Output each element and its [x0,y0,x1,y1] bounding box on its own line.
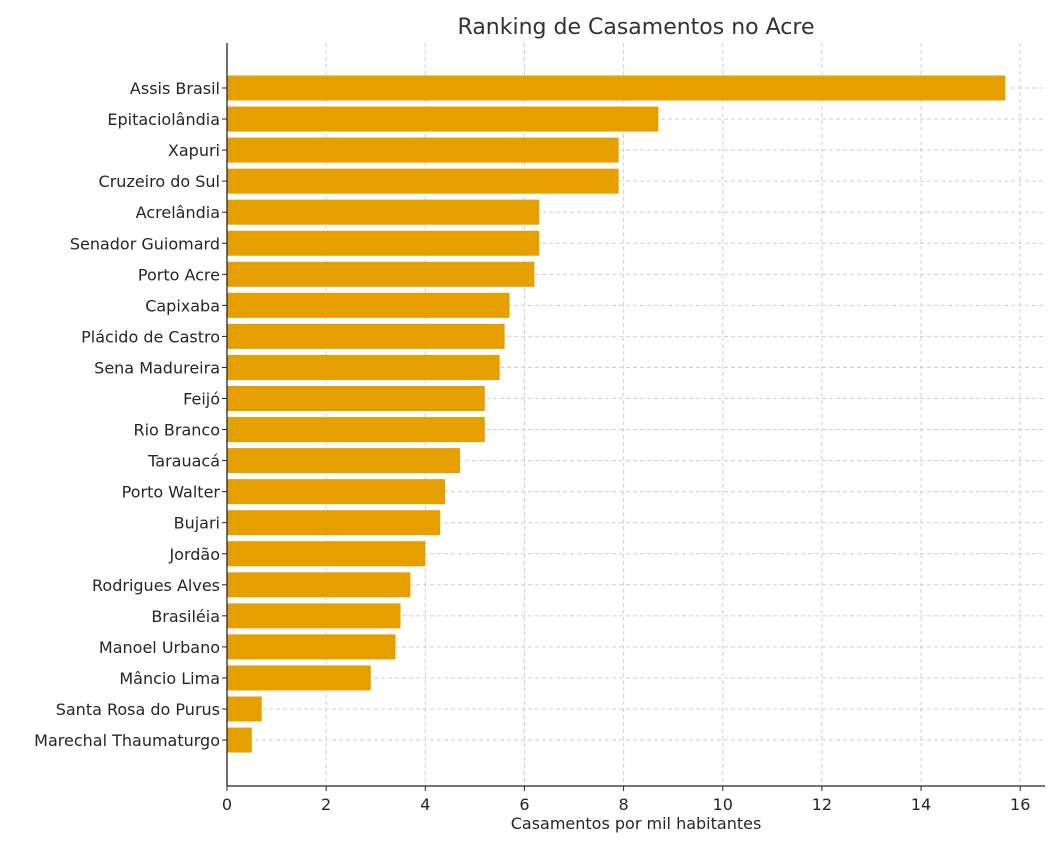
bar [227,479,446,505]
bar [227,168,619,194]
x-tick-labels: 0 2 4 6 8 10 12 14 16 [222,795,1030,814]
y-tick-label: Mâncio Lima [119,669,220,688]
x-tick-label: 4 [420,795,430,814]
x-tick-label: 14 [911,795,931,814]
bar [227,230,540,256]
y-tick-label: Tarauacá [147,452,220,471]
x-tick-label: 12 [812,795,832,814]
bar [227,199,540,225]
bar [227,541,426,567]
y-tick-label: Xapuri [168,141,220,160]
y-tick-label: Feijó [183,390,220,409]
bars [227,75,1006,753]
y-tick-label: Capixaba [145,296,220,315]
bar [227,572,411,598]
x-tick-label: 10 [713,795,733,814]
y-tick-label: Rodrigues Alves [92,576,220,595]
x-axis-label: Casamentos por mil habitantes [511,814,762,833]
y-tick-label: Plácido de Castro [81,327,220,346]
bar [227,727,252,753]
y-tick-label: Bujari [174,514,220,533]
y-tick-label: Jordão [168,545,220,564]
bar [227,448,461,474]
x-tick-label: 8 [619,795,629,814]
y-tick-label: Assis Brasil [130,79,220,98]
x-tick-label: 6 [519,795,529,814]
y-tick-label: Acrelândia [136,203,220,222]
y-tick-label: Manoel Urbano [99,638,220,657]
bar [227,603,401,629]
x-tick-label: 16 [1010,795,1030,814]
bar [227,106,659,132]
bar [227,75,1006,101]
grid [226,43,1045,791]
y-tick-label: Epitaciolândia [107,110,220,129]
bar [227,323,505,349]
y-tick-label: Cruzeiro do Sul [99,172,220,191]
y-tick-label: Marechal Thaumaturgo [34,731,220,750]
bar [227,665,371,691]
y-tick-label: Sena Madureira [94,358,220,377]
x-tick-label: 2 [321,795,331,814]
y-tick-label: Porto Acre [138,265,220,284]
bar [227,510,441,536]
y-tick-labels: Assis Brasil Epitaciolândia Xapuri Cruzeiro… [34,79,227,750]
chart-title: Ranking de Casamentos no Acre [458,15,815,40]
x-tick-label: 0 [222,795,232,814]
y-tick-label: Rio Branco [133,421,220,440]
y-tick-label: Porto Walter [122,483,221,502]
bar [227,634,396,660]
y-tick-label: Brasiléia [151,607,220,626]
y-tick-label: Senador Guiomard [70,234,220,253]
bar [227,417,485,443]
bar [227,386,485,411]
bar [227,261,535,287]
bar [227,292,510,318]
bar [227,696,262,722]
bar [227,137,619,163]
bar [227,354,500,380]
y-tick-label: Santa Rosa do Purus [56,700,220,719]
